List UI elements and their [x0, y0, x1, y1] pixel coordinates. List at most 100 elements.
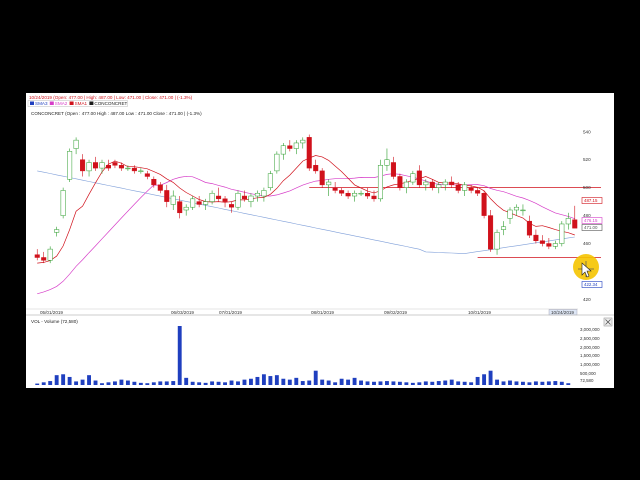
volume-bar[interactable]: [158, 381, 163, 385]
volume-bar[interactable]: [171, 381, 176, 385]
candle[interactable]: [345, 190, 351, 199]
candle[interactable]: [468, 184, 474, 194]
volume-bar[interactable]: [184, 377, 189, 385]
volume-bar[interactable]: [521, 381, 525, 385]
volume-bar[interactable]: [378, 381, 383, 385]
candle[interactable]: [241, 190, 247, 202]
volume-bar[interactable]: [430, 381, 435, 385]
candle[interactable]: [131, 165, 137, 174]
volume-bar[interactable]: [546, 381, 551, 385]
candle[interactable]: [429, 179, 435, 191]
volume-bar[interactable]: [106, 382, 111, 385]
volume-bar[interactable]: [352, 377, 357, 385]
candle[interactable]: [47, 246, 53, 264]
volume-bar[interactable]: [553, 381, 558, 385]
close-icon[interactable]: [603, 317, 613, 327]
candle[interactable]: [475, 187, 481, 197]
candle[interactable]: [105, 159, 111, 171]
candle[interactable]: [358, 190, 364, 197]
candle[interactable]: [138, 168, 144, 174]
volume-bar[interactable]: [287, 379, 292, 385]
volume-bar[interactable]: [294, 377, 299, 385]
candle[interactable]: [54, 226, 60, 237]
volume-bar[interactable]: [333, 382, 338, 385]
candle[interactable]: [60, 187, 66, 219]
candle[interactable]: [80, 154, 86, 177]
price-pane[interactable]: [34, 134, 601, 295]
volume-bar[interactable]: [216, 381, 221, 385]
volume-bar[interactable]: [475, 376, 480, 385]
candle[interactable]: [455, 182, 461, 194]
candle[interactable]: [410, 170, 416, 185]
volume-bar[interactable]: [100, 383, 104, 385]
candle[interactable]: [196, 196, 202, 208]
volume-bar[interactable]: [41, 382, 46, 385]
candle[interactable]: [526, 215, 532, 238]
candle[interactable]: [144, 170, 150, 180]
volume-bar[interactable]: [462, 381, 467, 385]
volume-bar[interactable]: [35, 383, 40, 385]
volume-bar[interactable]: [54, 375, 59, 385]
candle[interactable]: [403, 179, 409, 194]
candle[interactable]: [267, 170, 273, 191]
volume-bar[interactable]: [229, 380, 234, 385]
volume-bar[interactable]: [307, 380, 312, 385]
candle[interactable]: [313, 159, 319, 174]
volume-bar[interactable]: [93, 380, 98, 385]
candle[interactable]: [319, 168, 325, 188]
volume-bar[interactable]: [164, 381, 169, 385]
volume-bar[interactable]: [372, 381, 376, 385]
candle[interactable]: [235, 190, 241, 210]
volume-bar[interactable]: [87, 375, 91, 385]
volume-bar[interactable]: [320, 379, 325, 385]
candle[interactable]: [86, 159, 92, 177]
volume-bar[interactable]: [145, 383, 150, 385]
candle[interactable]: [488, 210, 494, 252]
candle[interactable]: [559, 221, 565, 247]
volume-bar[interactable]: [449, 379, 454, 385]
candle[interactable]: [248, 193, 254, 208]
candle[interactable]: [416, 165, 422, 188]
candle[interactable]: [190, 196, 196, 210]
candle[interactable]: [565, 212, 571, 230]
candle[interactable]: [118, 162, 124, 171]
volume-bar[interactable]: [514, 381, 519, 385]
candle[interactable]: [377, 159, 383, 202]
volume-bar[interactable]: [410, 382, 415, 385]
volume-bar[interactable]: [365, 381, 370, 385]
candle[interactable]: [436, 182, 442, 194]
candle[interactable]: [73, 137, 79, 155]
volume-bar[interactable]: [501, 381, 506, 385]
candle[interactable]: [254, 190, 260, 202]
volume-bar[interactable]: [74, 381, 79, 385]
volume-bar[interactable]: [67, 376, 72, 385]
volume-bar[interactable]: [326, 380, 331, 385]
volume-bar[interactable]: [385, 381, 389, 385]
volume-bar[interactable]: [423, 381, 428, 385]
candle[interactable]: [112, 159, 118, 169]
stock-chart[interactable]: 10/24/2019 (Open: 477.00 | High: 487.00 …: [26, 93, 614, 388]
volume-bar[interactable]: [495, 379, 499, 385]
candle[interactable]: [442, 179, 448, 191]
volume-bar[interactable]: [255, 376, 260, 385]
candle[interactable]: [177, 196, 183, 219]
candle[interactable]: [494, 229, 500, 255]
candle[interactable]: [229, 201, 235, 213]
volume-bar[interactable]: [261, 374, 266, 385]
volume-bar[interactable]: [132, 381, 137, 385]
volume-bar[interactable]: [533, 381, 538, 385]
candle[interactable]: [306, 134, 312, 171]
volume-bar[interactable]: [339, 378, 344, 385]
volume-pane[interactable]: [35, 326, 571, 385]
volume-bar[interactable]: [359, 380, 363, 385]
volume-bar[interactable]: [249, 378, 253, 385]
volume-bar[interactable]: [404, 382, 409, 385]
candle[interactable]: [507, 207, 513, 224]
candle[interactable]: [99, 159, 105, 174]
volume-bar[interactable]: [274, 375, 279, 385]
volume-bar[interactable]: [242, 379, 247, 385]
volume-bar[interactable]: [125, 380, 130, 385]
volume-bar[interactable]: [508, 380, 512, 385]
volume-bar[interactable]: [527, 382, 532, 385]
candle[interactable]: [170, 190, 176, 210]
